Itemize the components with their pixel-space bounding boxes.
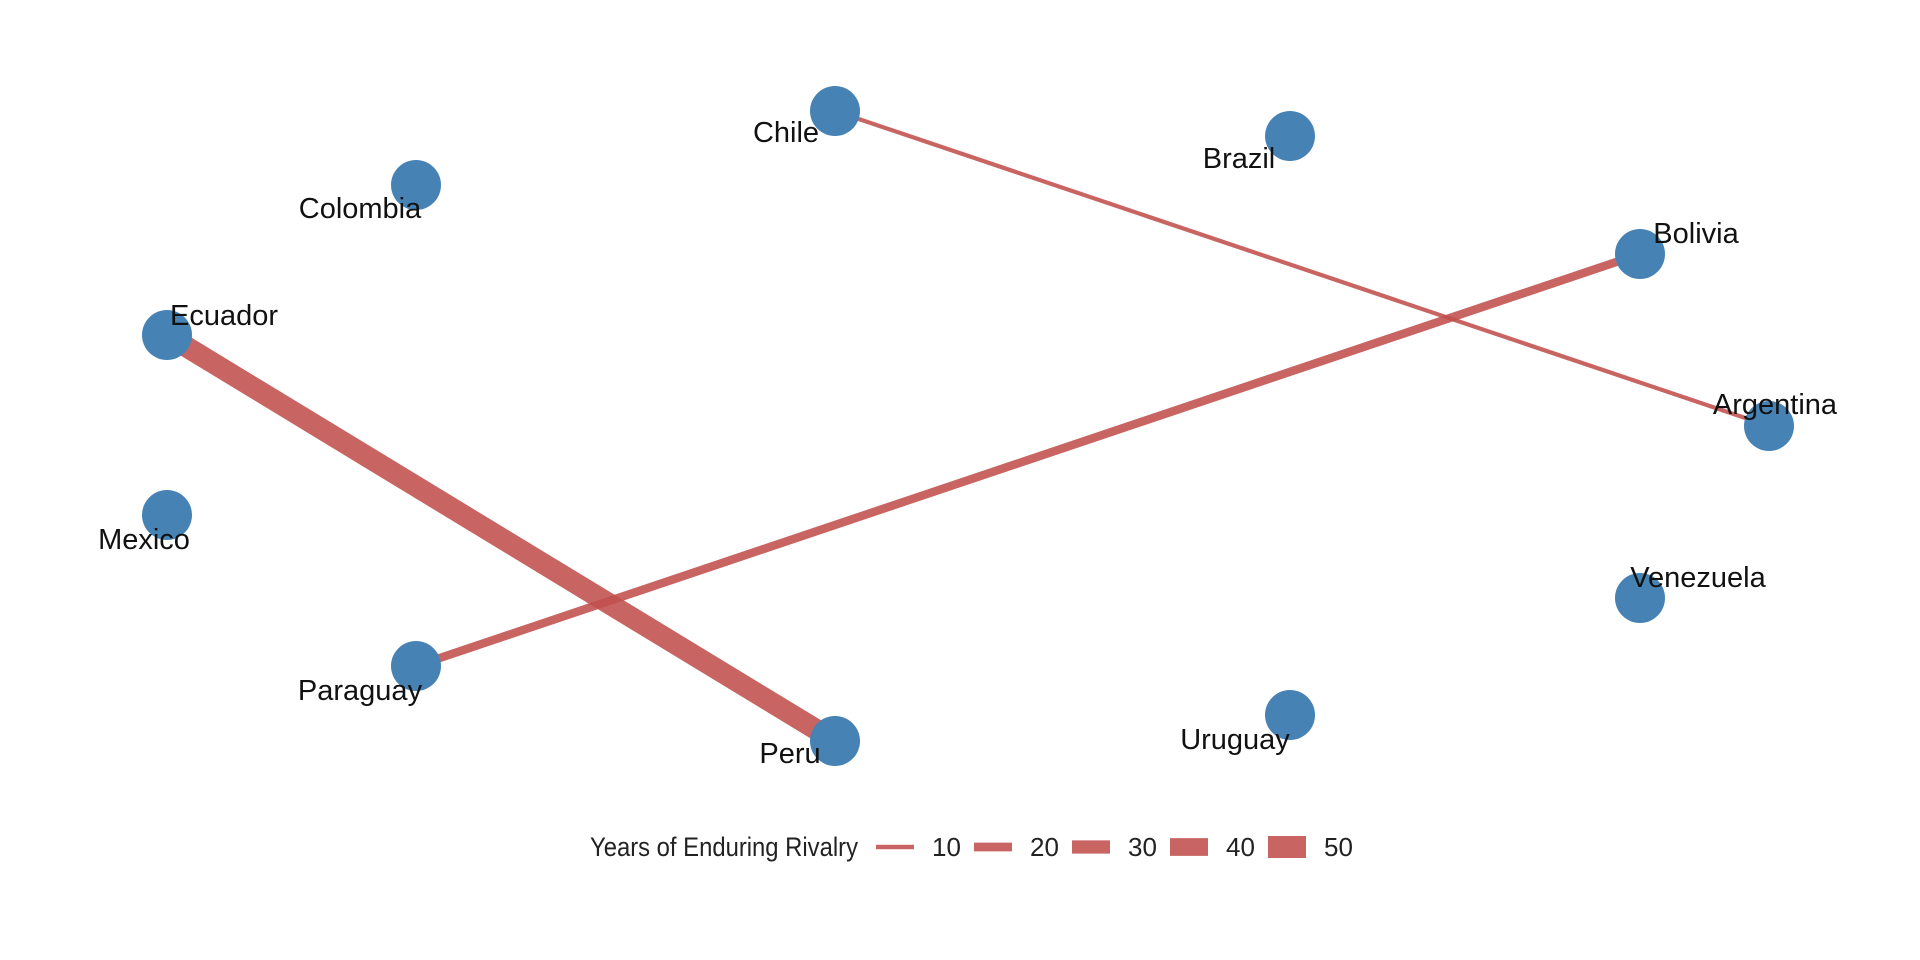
node-chile [810,86,860,136]
node-label-chile: Chile [753,117,819,149]
nodes-layer [142,86,1794,766]
node-argentina [1744,401,1794,451]
legend-label-30: 30 [1128,832,1157,862]
node-uruguay [1265,690,1315,740]
labels-layer: Chile Brazil Colombia Bolivia Ecuador Argenti… [98,117,1838,770]
node-brazil [1265,111,1315,161]
node-label-colombia: Colombia [299,193,422,225]
edge-paraguay-bolivia [414,250,1642,670]
edge-chile-argentina [834,109,1770,428]
node-ecuador [142,310,192,360]
legend-label-50: 50 [1324,832,1353,862]
node-label-brazil: Brazil [1203,143,1276,175]
node-mexico [142,490,192,540]
node-label-mexico: Mexico [98,524,190,556]
node-label-argentina: Argentina [1713,389,1838,421]
node-label-venezuela: Venezuela [1630,562,1766,594]
legend-label-20: 20 [1030,832,1059,862]
node-label-ecuador: Ecuador [170,300,278,332]
node-bolivia [1615,229,1665,279]
node-label-paraguay: Paraguay [298,675,423,707]
node-peru [810,716,860,766]
edge-width-legend: Years of Enduring Rivalry 10 20 30 40 50 [590,832,1353,862]
node-label-uruguay: Uruguay [1180,724,1290,756]
node-paraguay [391,641,441,691]
legend-label-10: 10 [932,832,961,862]
edge-ecuador-peru [161,326,841,750]
node-colombia [391,160,441,210]
node-label-bolivia: Bolivia [1653,218,1739,250]
legend-title: Years of Enduring Rivalry [590,832,858,862]
legend-entries: 10 20 30 40 50 [876,832,1353,862]
edges-layer [161,109,1770,750]
node-label-peru: Peru [759,738,820,770]
node-venezuela [1615,573,1665,623]
legend-label-40: 40 [1226,832,1255,862]
